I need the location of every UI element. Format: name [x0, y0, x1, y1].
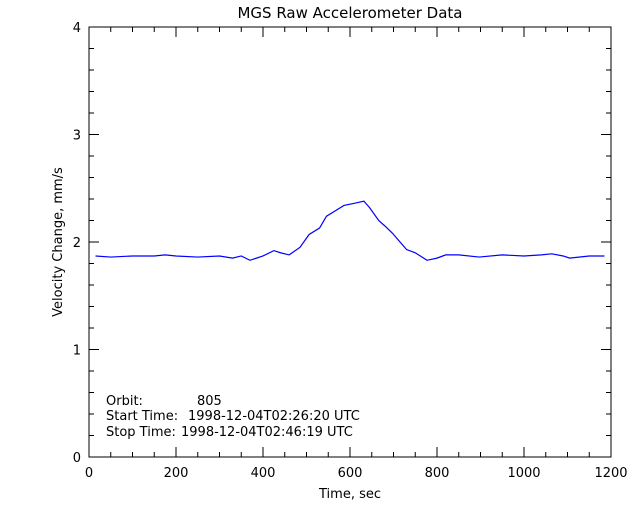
- x-tick-label: 200: [164, 466, 189, 481]
- stop-time-value: 1998-12-04T02:46:19 UTC: [181, 425, 353, 440]
- y-tick-label: 2: [73, 236, 81, 251]
- x-tick-label: 800: [425, 466, 450, 481]
- y-tick-label: 0: [73, 451, 81, 466]
- x-tick-label: 0: [85, 466, 93, 481]
- y-axis-label: Velocity Change, mm/s: [51, 167, 66, 317]
- start-time-value: 1998-12-04T02:26:20 UTC: [188, 409, 360, 424]
- orbit-value: 805: [197, 394, 222, 409]
- x-tick-label: 1000: [507, 466, 540, 481]
- x-tick-label: 400: [251, 466, 276, 481]
- y-tick-label: 3: [73, 129, 81, 144]
- y-tick-label: 1: [73, 344, 81, 359]
- y-tick-label: 4: [73, 21, 81, 36]
- orbit-label: Orbit:: [106, 394, 143, 409]
- orbit-info: Orbit: 805 Start Time: 1998-12-04T02:26:…: [106, 394, 360, 440]
- stop-time-label: Stop Time:: [106, 425, 176, 440]
- plot-frame: [88, 26, 612, 458]
- start-time-label: Start Time:: [106, 409, 178, 424]
- x-tick-label: 1200: [594, 466, 627, 481]
- series-line: [95, 200, 605, 261]
- x-tick-label: 600: [338, 466, 363, 481]
- chart-title: MGS Raw Accelerometer Data: [237, 4, 462, 22]
- x-axis-label: Time, sec: [318, 487, 381, 502]
